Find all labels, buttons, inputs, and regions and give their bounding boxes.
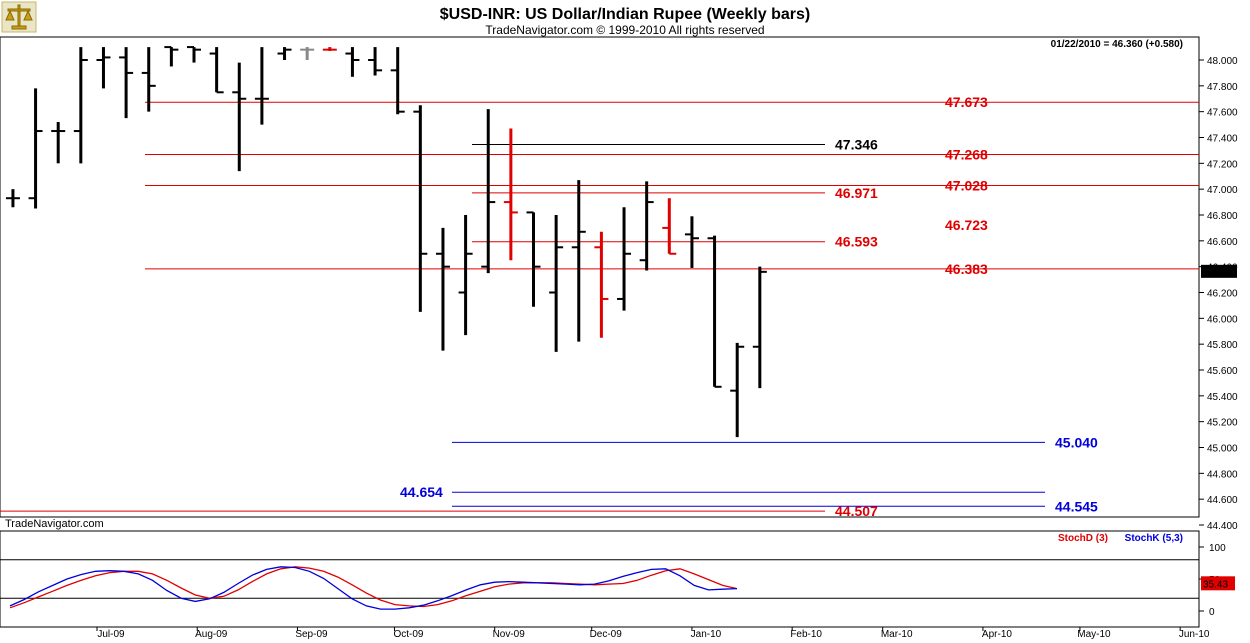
level-label: 44.507 (835, 503, 878, 519)
y-tick-label: 48.000 (1207, 56, 1238, 67)
y-tick-label: 47.000 (1207, 185, 1238, 196)
y-tick-label: 44.800 (1207, 469, 1238, 480)
x-tick-label: Mar-10 (881, 629, 913, 640)
last-value-box (1201, 264, 1237, 278)
level-label: 47.346 (835, 136, 878, 152)
y-tick-label: 44.400 (1207, 521, 1238, 532)
y-tick-label: 45.800 (1207, 340, 1238, 351)
last-quote: 01/22/2010 = 46.360 (+0.580) (1051, 39, 1183, 50)
stoch-line-stochd (9, 566, 738, 609)
level-label: 44.654 (400, 484, 443, 500)
y-tick-label: 45.600 (1207, 366, 1238, 377)
y-tick-label: 47.400 (1207, 134, 1238, 145)
y-tick-label: 47.800 (1207, 82, 1238, 93)
stochk-legend: StochK (5,3) (1125, 533, 1183, 544)
x-tick-label: Sep-09 (295, 629, 328, 640)
stoch-line-stochk (9, 566, 738, 610)
y-tick-label: 45.400 (1207, 392, 1238, 403)
stoch-y-label: 0 (1209, 607, 1215, 618)
chart-title: $USD-INR: US Dollar/Indian Rupee (Weekly… (440, 6, 810, 23)
y-tick-label: 46.800 (1207, 211, 1238, 222)
x-tick-label: Nov-09 (493, 629, 526, 640)
y-tick-label: 45.000 (1207, 444, 1238, 455)
level-label: 47.028 (945, 178, 988, 194)
logo (1, 1, 37, 33)
x-tick-label: Jun-10 (1179, 629, 1210, 640)
price-panel (0, 36, 1200, 518)
x-tick-label: Jan-10 (691, 629, 722, 640)
y-tick-label: 44.600 (1207, 495, 1238, 506)
y-tick-label: 47.600 (1207, 108, 1238, 119)
balance-scale-icon (5, 4, 33, 30)
level-label: 46.593 (835, 234, 878, 250)
x-tick-label: Jul-09 (97, 629, 125, 640)
y-tick-label: 45.200 (1207, 418, 1238, 429)
level-label: 45.040 (1055, 434, 1098, 450)
x-tick-label: May-10 (1077, 629, 1111, 640)
stoch-y-label: 100 (1209, 543, 1226, 554)
x-tick-label: Dec-09 (590, 629, 623, 640)
x-tick-label: Aug-09 (195, 629, 228, 640)
stochd-legend: StochD (3) (1058, 533, 1108, 544)
level-label: 46.971 (835, 185, 878, 201)
y-tick-label: 46.600 (1207, 237, 1238, 248)
x-tick-label: Apr-10 (982, 629, 1012, 640)
stoch-panel (0, 530, 1200, 628)
brand-label: TradeNavigator.com (5, 518, 104, 530)
y-tick-label: 46.000 (1207, 314, 1238, 325)
stoch-last-value-box (1201, 576, 1235, 591)
stoch-last-value-label: 35.43 (1203, 579, 1228, 590)
level-label: 47.673 (945, 94, 988, 110)
level-label: 44.545 (1055, 498, 1098, 514)
chart-subtitle: TradeNavigator.com © 1999-2010 All right… (485, 23, 764, 37)
level-label: 47.268 (945, 147, 988, 163)
y-tick-label: 47.200 (1207, 159, 1238, 170)
x-tick-label: Feb-10 (790, 629, 822, 640)
last-value-label: 46.360 (1203, 268, 1234, 279)
level-label: 46.723 (945, 217, 988, 233)
level-label: 46.383 (945, 261, 988, 277)
x-tick-label: Oct-09 (393, 629, 423, 640)
y-tick-label: 46.200 (1207, 289, 1238, 300)
